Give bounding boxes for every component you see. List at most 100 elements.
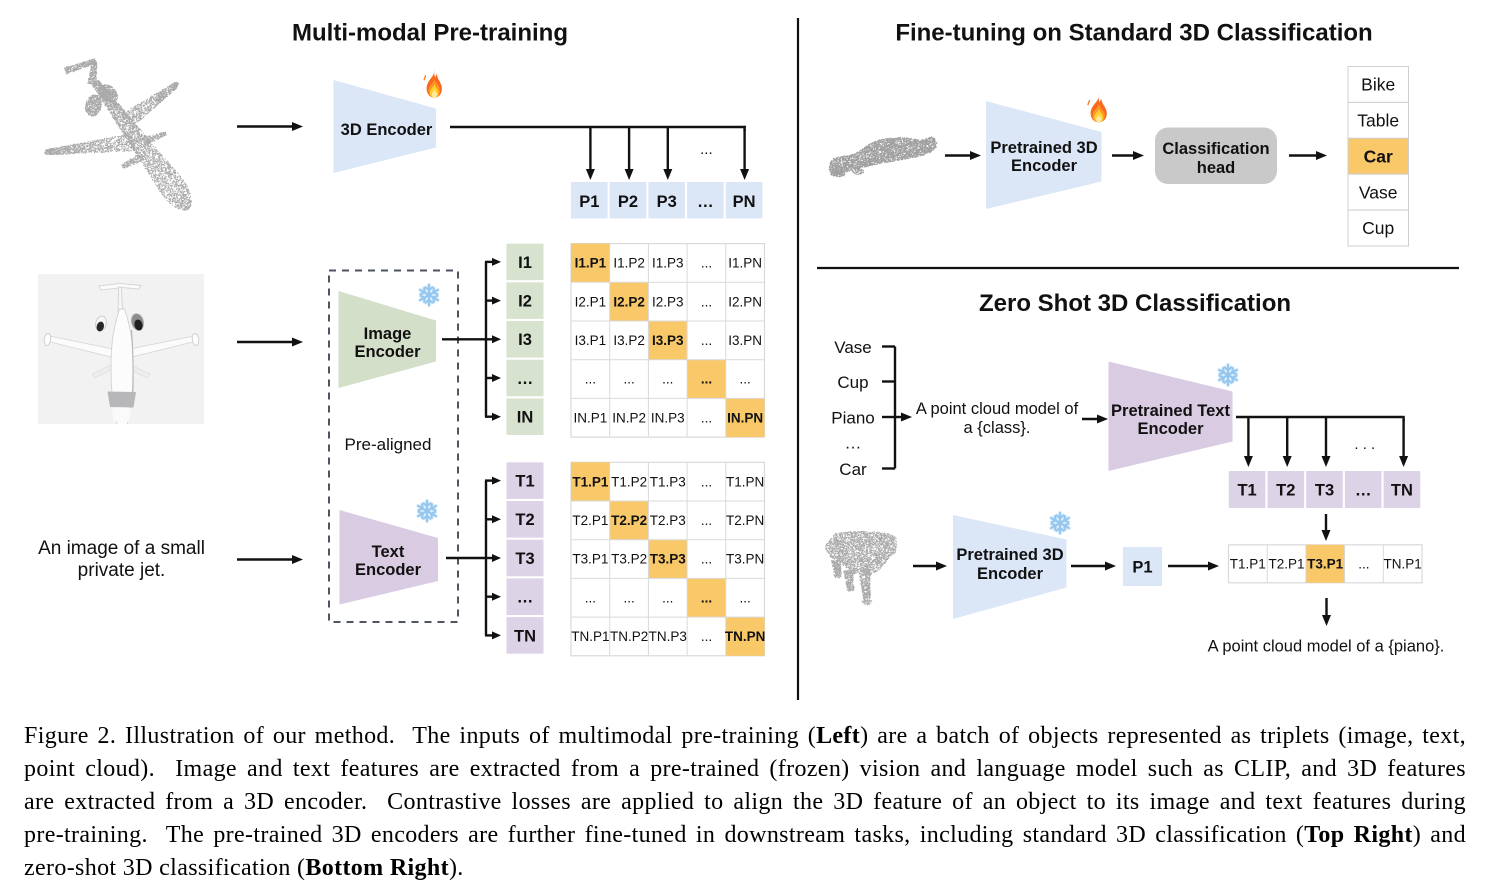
svg-text:IN.P1: IN.P1 (574, 410, 608, 425)
svg-text:PN: PN (733, 193, 756, 211)
svg-text:Pretrained 3D: Pretrained 3D (990, 139, 1097, 157)
svg-text:...: ... (701, 372, 712, 387)
svg-text:I2.P1: I2.P1 (575, 294, 607, 309)
svg-text:Fine-tuning on Standard 3D Cla: Fine-tuning on Standard 3D Classificatio… (895, 20, 1372, 47)
svg-text:Pretrained Text: Pretrained Text (1111, 402, 1230, 420)
svg-text:P3: P3 (657, 193, 677, 211)
svg-text:IN: IN (517, 409, 534, 427)
svg-text:T2.P1: T2.P1 (1268, 556, 1304, 571)
svg-text:...: ... (739, 590, 750, 605)
svg-text:IN.P2: IN.P2 (612, 410, 646, 425)
svg-text:Pre-aligned: Pre-aligned (345, 435, 432, 454)
svg-text:…: … (517, 589, 534, 607)
svg-text:T1.P1: T1.P1 (1230, 556, 1266, 571)
svg-text:T3.P1: T3.P1 (1307, 556, 1344, 571)
svg-text:TN.P2: TN.P2 (610, 629, 648, 644)
svg-text:I1: I1 (518, 254, 532, 272)
svg-text:...: ... (700, 141, 713, 158)
svg-text:...: ... (739, 372, 750, 387)
svg-text:T2.P1: T2.P1 (572, 513, 608, 528)
svg-text:Pretrained 3D: Pretrained 3D (956, 546, 1063, 564)
svg-text:TN: TN (1391, 482, 1413, 500)
svg-text:T2.PN: T2.PN (726, 513, 764, 528)
svg-text:T3.P2: T3.P2 (611, 552, 647, 567)
svg-text:...: ... (701, 474, 712, 489)
svg-text:Encoder: Encoder (1137, 420, 1204, 438)
svg-text:IN.P3: IN.P3 (651, 410, 685, 425)
svg-text:. . .: . . . (1354, 436, 1375, 453)
svg-text:a {class}.: a {class}. (964, 419, 1031, 437)
svg-text:IN.PN: IN.PN (727, 410, 763, 425)
svg-text:I2: I2 (518, 293, 532, 311)
svg-text:I2.PN: I2.PN (728, 294, 762, 309)
svg-text:A point cloud model of: A point cloud model of (916, 400, 1079, 418)
svg-text:T2.P2: T2.P2 (611, 513, 647, 528)
svg-text:...: ... (1358, 556, 1369, 571)
svg-text:Zero Shot 3D Classification: Zero Shot 3D Classification (979, 290, 1291, 317)
svg-text:3D Encoder: 3D Encoder (341, 121, 433, 139)
svg-text:Piano: Piano (831, 408, 874, 427)
svg-text:I3: I3 (518, 331, 532, 349)
svg-text:A point cloud model of a {pian: A point cloud model of a {piano}. (1208, 638, 1445, 656)
svg-text:T1.P1: T1.P1 (572, 474, 609, 489)
svg-text:P2: P2 (618, 193, 638, 211)
svg-text:...: ... (701, 333, 712, 348)
svg-text:I1.PN: I1.PN (728, 256, 762, 271)
svg-text:Encoder: Encoder (977, 565, 1044, 583)
svg-text:...: ... (701, 590, 712, 605)
svg-text:Cup: Cup (837, 373, 868, 392)
svg-text:TN: TN (514, 627, 536, 645)
svg-text:...: ... (623, 372, 634, 387)
svg-text:Classification: Classification (1162, 140, 1269, 158)
svg-text:I2.P3: I2.P3 (652, 294, 684, 309)
svg-text:T1.P2: T1.P2 (611, 474, 647, 489)
svg-text:Encoder: Encoder (1011, 157, 1078, 175)
svg-text:...: ... (585, 372, 596, 387)
svg-text:T3.PN: T3.PN (726, 552, 764, 567)
svg-text:...: ... (701, 629, 712, 644)
svg-text:TN.P3: TN.P3 (649, 629, 687, 644)
svg-text:...: ... (701, 256, 712, 271)
svg-text:I1.P3: I1.P3 (652, 256, 684, 271)
svg-text:Text: Text (372, 543, 405, 561)
svg-text:Image: Image (364, 325, 412, 343)
svg-text:I1.P1: I1.P1 (575, 256, 607, 271)
svg-text:Encoder: Encoder (355, 561, 422, 579)
svg-text:Vase: Vase (1359, 182, 1398, 202)
svg-text:I2.P2: I2.P2 (613, 294, 645, 309)
svg-text:T2: T2 (515, 511, 534, 529)
svg-text:I3.PN: I3.PN (728, 333, 762, 348)
svg-text:...: ... (662, 372, 673, 387)
svg-text:Bike: Bike (1361, 75, 1395, 95)
svg-text:...: ... (701, 552, 712, 567)
svg-text:T1: T1 (1237, 482, 1256, 500)
svg-text:…: … (845, 433, 862, 452)
svg-text:...: ... (701, 294, 712, 309)
svg-text:head: head (1197, 159, 1236, 177)
svg-text:P1: P1 (579, 193, 599, 211)
svg-text:Table: Table (1357, 111, 1399, 131)
svg-text:...: ... (623, 590, 634, 605)
svg-text:I3.P3: I3.P3 (652, 333, 684, 348)
svg-text:I3.P2: I3.P2 (613, 333, 645, 348)
svg-text:private jet.: private jet. (78, 560, 166, 581)
svg-text:…: … (697, 193, 714, 211)
svg-text:T3: T3 (515, 550, 534, 568)
svg-text:T1.PN: T1.PN (726, 474, 764, 489)
svg-text:…: … (1355, 482, 1372, 500)
svg-text:P1: P1 (1132, 559, 1152, 577)
svg-text:...: ... (662, 590, 673, 605)
svg-text:T2: T2 (1276, 482, 1295, 500)
svg-text:I3.P1: I3.P1 (575, 333, 607, 348)
svg-text:T1.P3: T1.P3 (650, 474, 686, 489)
svg-text:Multi-modal Pre-training: Multi-modal Pre-training (292, 20, 568, 47)
svg-text:T2.P3: T2.P3 (650, 513, 686, 528)
svg-text:TN.PN: TN.PN (725, 629, 766, 644)
svg-text:TN.P1: TN.P1 (1383, 556, 1421, 571)
svg-text:T3.P3: T3.P3 (650, 552, 687, 567)
svg-text:Car: Car (1364, 146, 1393, 166)
svg-text:Car: Car (839, 460, 867, 479)
svg-text:Vase: Vase (834, 338, 872, 357)
svg-text:T3: T3 (1315, 482, 1334, 500)
svg-text:T1: T1 (515, 473, 534, 491)
